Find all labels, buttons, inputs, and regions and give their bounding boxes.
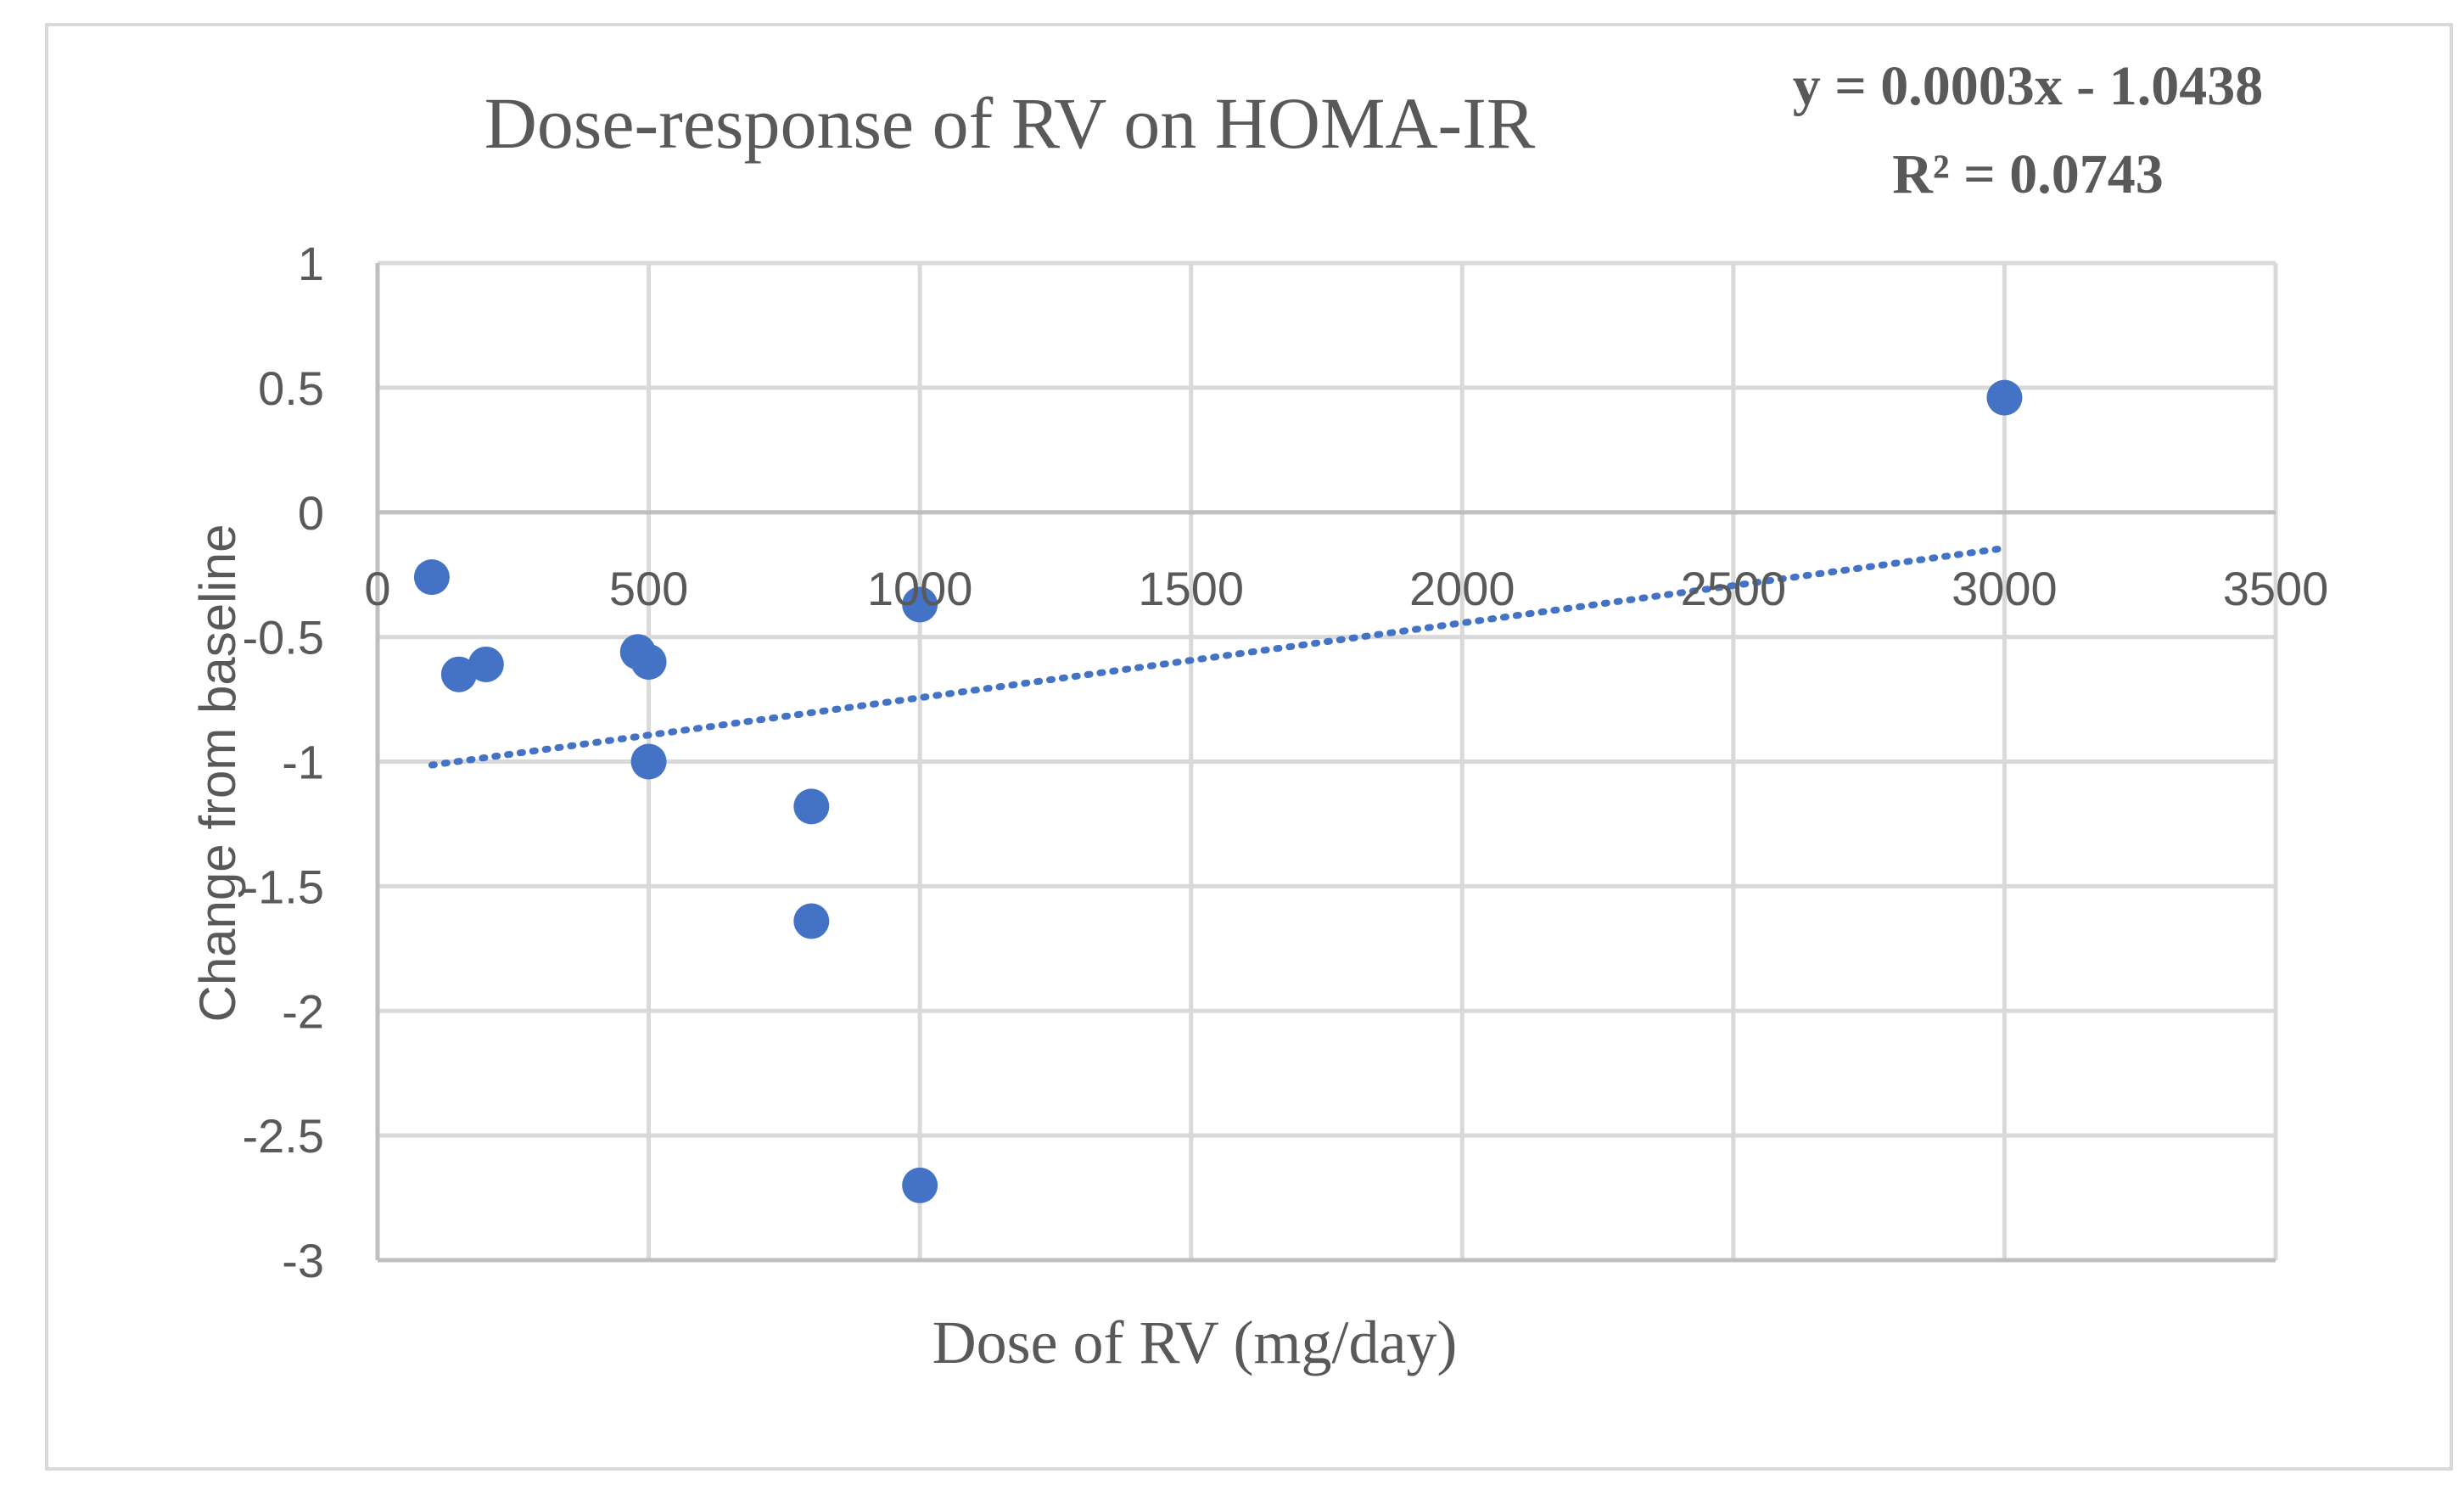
data-point: [630, 644, 667, 680]
axes: [375, 263, 2276, 1263]
data-point: [468, 646, 504, 682]
data-point: [440, 656, 477, 692]
data-point: [793, 788, 830, 825]
data-point: [630, 743, 667, 780]
data-point: [1986, 379, 2023, 416]
y-tick-label: -2.5: [243, 1109, 325, 1163]
y-tick-label: -2: [282, 984, 324, 1038]
x-tick-label: 3000: [1952, 562, 2058, 615]
chart-frame: 1 0.5 0 -0.5 -1 -1.5 -2 -2.5 -3 0 500 1000 1500 2000 2…: [45, 23, 2453, 1471]
y-tick-label: 1: [298, 237, 324, 290]
x-tick-label: 500: [609, 562, 688, 615]
y-tick-label: 0.5: [258, 361, 324, 415]
tick-labels: 1 0.5 0 -0.5 -1 -1.5 -2 -2.5 -3 0 500 1000 1500 2000 2…: [243, 237, 2329, 1287]
y-tick-label: -3: [282, 1234, 324, 1287]
y-tick-label: -1.5: [243, 860, 325, 913]
data-point: [902, 586, 938, 623]
trendline-layer: [428, 544, 2008, 769]
x-tick-label: 1500: [1138, 562, 1244, 615]
x-axis-title: Dose of RV (mg/day): [932, 1309, 1458, 1376]
data-point: [413, 559, 450, 596]
data-points: [413, 379, 2023, 1203]
grid-lines: [378, 261, 2278, 1263]
data-point: [793, 903, 830, 939]
y-tick-label: 0: [298, 486, 324, 540]
y-tick-label: -1: [282, 736, 324, 789]
chart-svg: 1 0.5 0 -0.5 -1 -1.5 -2 -2.5 -3 0 500 1000 1500 2000 2…: [189, 55, 2329, 1376]
x-tick-label: 2000: [1409, 562, 1515, 615]
x-tick-label: 2500: [1681, 562, 1787, 615]
x-tick-label: 1000: [867, 562, 973, 615]
x-tick-label: 3500: [2223, 562, 2329, 615]
chart-title: Dose-response of RV on HOMA-IR: [484, 82, 1536, 164]
trendline-equation: y = 0.0003x - 1.0438: [1793, 55, 2264, 117]
y-axis-title: Change from baseline: [189, 524, 246, 1022]
data-point: [902, 1167, 938, 1203]
trendline-r-squared: R² = 0.0743: [1892, 143, 2164, 205]
y-tick-label: -0.5: [243, 611, 325, 664]
linear-trendline: [428, 544, 2008, 769]
x-tick-label: 0: [364, 562, 390, 615]
